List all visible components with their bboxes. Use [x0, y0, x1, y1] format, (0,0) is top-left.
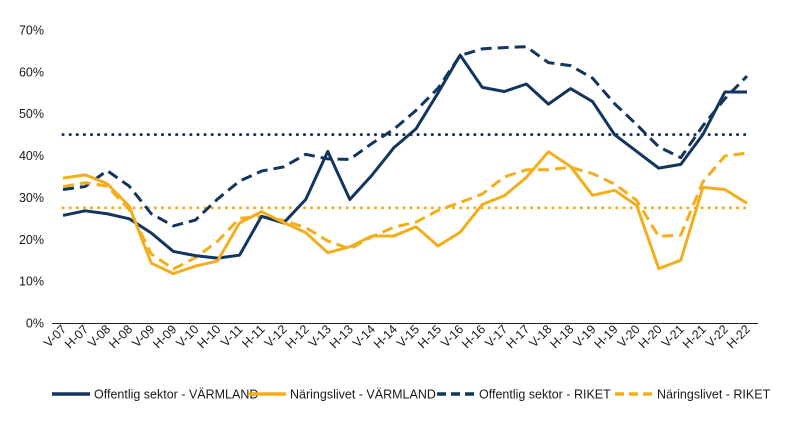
x-tick-label: V-18	[526, 322, 554, 350]
x-tick-label: H-13	[327, 322, 356, 351]
x-tick-label: H-08	[106, 322, 135, 351]
x-tick-label: H-10	[195, 322, 224, 351]
x-tick-label: V-21	[659, 322, 687, 350]
legend-label: Offentlig sektor - VÄRMLAND	[94, 388, 258, 402]
y-tick-label: 30%	[19, 191, 44, 205]
x-tick-label: V-17	[482, 322, 510, 350]
x-tick-label: V-14	[350, 322, 378, 350]
x-tick-label: V-10	[173, 322, 201, 350]
series-line-3	[62, 151, 748, 271]
x-tick-label: H-22	[724, 322, 753, 351]
x-tick-label: V-15	[394, 322, 422, 350]
x-tick-label: H-09	[150, 322, 179, 351]
y-tick-label: 20%	[19, 233, 44, 247]
x-tick-label: V-07	[41, 322, 69, 350]
x-tick-label: H-16	[459, 322, 488, 351]
x-tick-label: V-13	[306, 322, 334, 350]
x-tick-label: V-11	[218, 322, 245, 349]
series-line-0	[62, 53, 747, 260]
x-axis-ticks: V-07H-07V-08H-08V-09H-09V-10H-10V-11H-11…	[41, 322, 753, 351]
x-tick-label: H-17	[503, 322, 532, 351]
x-tick-label: H-20	[636, 322, 665, 351]
legend: Offentlig sektor - VÄRMLAND Näringslivet …	[52, 388, 771, 402]
x-tick-label: V-19	[571, 322, 599, 350]
y-tick-label: 70%	[19, 24, 44, 38]
x-tick-label: H-12	[283, 322, 312, 351]
series-line-2	[62, 45, 749, 228]
x-tick-label: H-19	[592, 322, 621, 351]
x-tick-label: H-11	[239, 322, 267, 350]
series-layer	[61, 45, 749, 276]
legend-label: Offentlig sektor - RIKET	[479, 388, 611, 402]
legend-label: Näringslivet - RIKET	[657, 388, 771, 402]
x-tick-label: V-22	[703, 322, 731, 350]
x-tick-label: H-14	[371, 322, 400, 351]
x-tick-label: V-09	[129, 322, 157, 350]
y-axis-ticks: 0% 10% 20% 30% 40% 50% 60% 70%	[19, 24, 44, 331]
x-tick-label: H-07	[62, 322, 91, 351]
x-tick-label: V-16	[438, 322, 466, 350]
y-tick-label: 60%	[19, 65, 44, 79]
x-tick-label: V-20	[615, 322, 643, 350]
x-tick-label: V-08	[85, 322, 113, 350]
x-tick-label: H-21	[680, 322, 709, 351]
y-tick-label: 40%	[19, 149, 44, 163]
x-tick-label: H-18	[548, 322, 577, 351]
y-tick-label: 0%	[26, 317, 44, 331]
y-tick-label: 50%	[19, 107, 44, 121]
x-tick-label: V-12	[262, 322, 290, 350]
series-line-1	[62, 150, 748, 276]
legend-label: Näringslivet - VÄRMLAND	[290, 388, 436, 402]
y-tick-label: 10%	[19, 275, 44, 289]
x-tick-label: H-15	[415, 322, 444, 351]
